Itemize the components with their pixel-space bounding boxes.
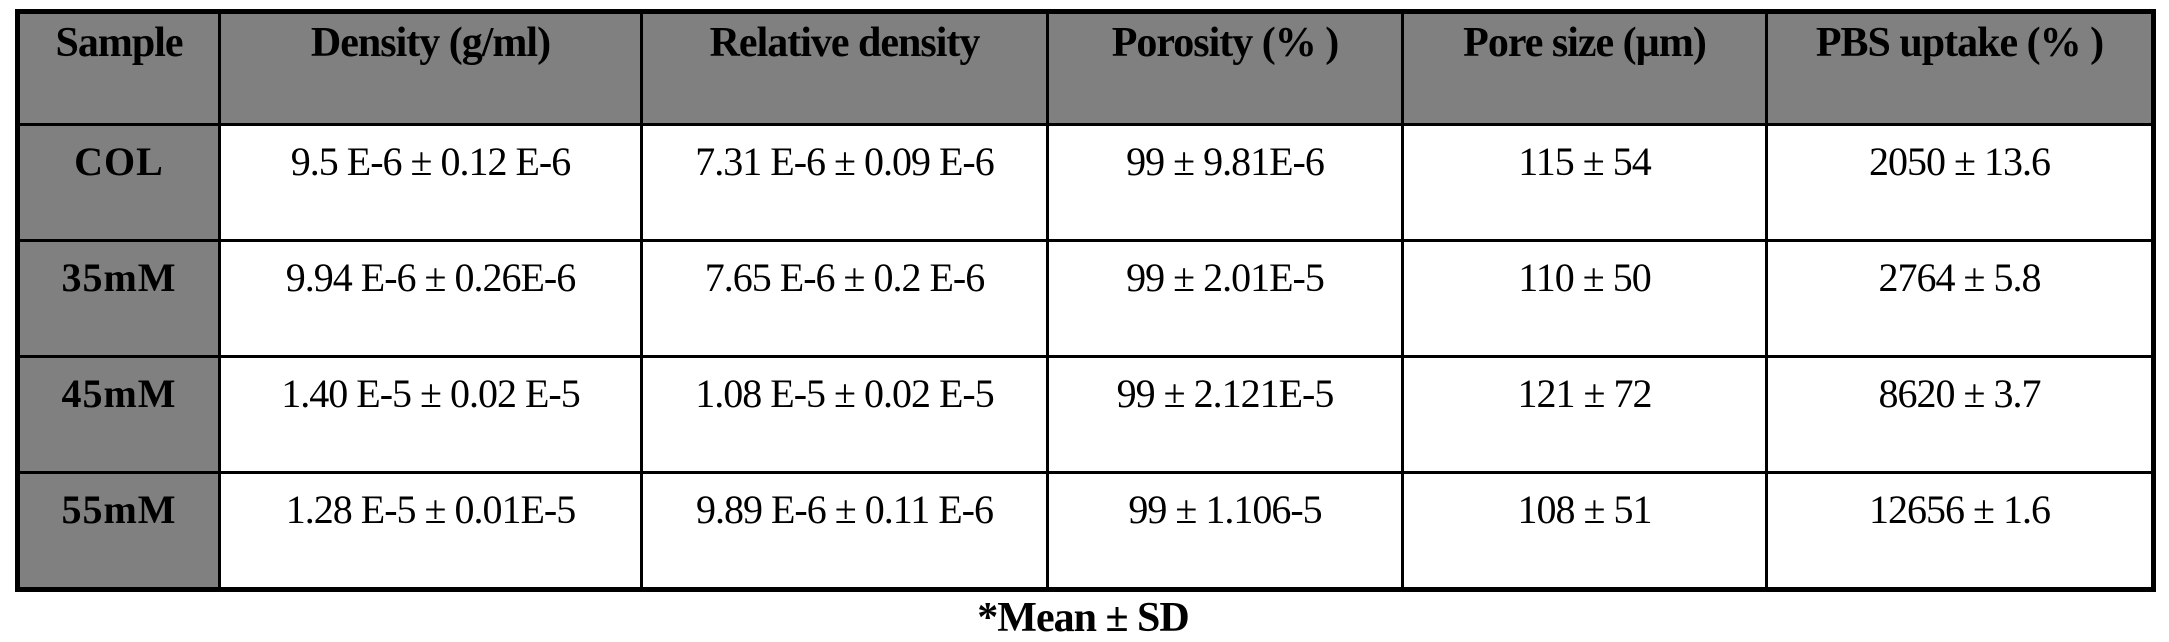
column-header-porosity: Porosity (% ) [1046, 10, 1404, 126]
cell-pbs-uptake: 2050 ± 13.6 [1765, 123, 2155, 242]
column-header-sample: Sample [16, 10, 221, 126]
cell-relative-density: 9.89 E-6 ± 0.11 E-6 [640, 471, 1049, 591]
header-row: Sample Density (g/ml) Relative density P… [16, 10, 2155, 126]
cell-relative-density: 7.65 E-6 ± 0.2 E-6 [640, 239, 1049, 358]
column-header-pbs-uptake: PBS uptake (% ) [1765, 10, 2155, 126]
cell-pore-size: 108 ± 51 [1401, 471, 1768, 591]
column-header-pore-size: Pore size (µm) [1401, 10, 1768, 126]
cell-pbs-uptake: 8620 ± 3.7 [1765, 355, 2155, 474]
cell-density: 1.28 E-5 ± 0.01E-5 [218, 471, 643, 591]
cell-pbs-uptake: 2764 ± 5.8 [1765, 239, 2155, 358]
row-header-sample: 45mM [16, 355, 221, 474]
column-header-relative-density: Relative density [640, 10, 1049, 126]
column-header-density: Density (g/ml) [218, 10, 643, 126]
row-header-sample: 35mM [16, 239, 221, 358]
cell-pbs-uptake: 12656 ± 1.6 [1765, 471, 2155, 591]
cell-porosity: 99 ± 1.106-5 [1046, 471, 1404, 591]
cell-pore-size: 110 ± 50 [1401, 239, 1768, 358]
cell-density: 1.40 E-5 ± 0.02 E-5 [218, 355, 643, 474]
cell-porosity: 99 ± 2.01E-5 [1046, 239, 1404, 358]
table-row-45mm: 45mM 1.40 E-5 ± 0.02 E-5 1.08 E-5 ± 0.02… [16, 355, 2155, 474]
row-header-sample: COL [16, 123, 221, 242]
cell-density: 9.5 E-6 ± 0.12 E-6 [218, 123, 643, 242]
table-row-55mm: 55mM 1.28 E-5 ± 0.01E-5 9.89 E-6 ± 0.11 … [16, 471, 2155, 591]
scaffold-properties-table: Sample Density (g/ml) Relative density P… [15, 9, 2156, 592]
cell-relative-density: 7.31 E-6 ± 0.09 E-6 [640, 123, 1049, 242]
table-row-35mm: 35mM 9.94 E-6 ± 0.26E-6 7.65 E-6 ± 0.2 E… [16, 239, 2155, 358]
cell-pore-size: 115 ± 54 [1401, 123, 1768, 242]
cell-pore-size: 121 ± 72 [1401, 355, 1768, 474]
cell-relative-density: 1.08 E-5 ± 0.02 E-5 [640, 355, 1049, 474]
cell-porosity: 99 ± 9.81E-6 [1046, 123, 1404, 242]
table-row-col: COL 9.5 E-6 ± 0.12 E-6 7.31 E-6 ± 0.09 E… [16, 123, 2155, 242]
cell-density: 9.94 E-6 ± 0.26E-6 [218, 239, 643, 358]
row-header-sample: 55mM [16, 471, 221, 591]
cell-porosity: 99 ± 2.121E-5 [1046, 355, 1404, 474]
page: Sample Density (g/ml) Relative density P… [0, 9, 2169, 641]
mean-sd-footnote: *Mean ± SD [977, 595, 1189, 641]
